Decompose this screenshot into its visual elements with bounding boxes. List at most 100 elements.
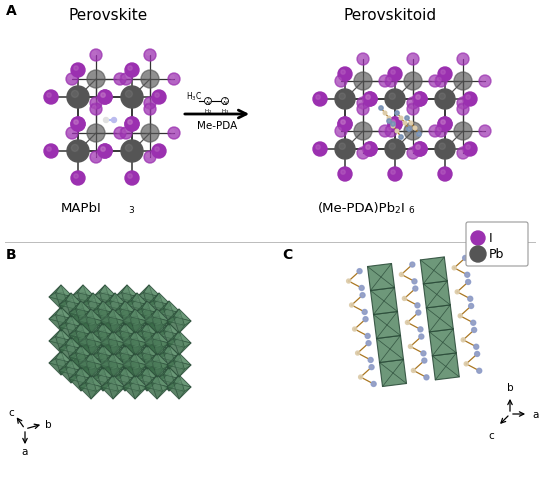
Polygon shape bbox=[107, 331, 125, 343]
Text: b: b bbox=[45, 419, 51, 429]
Polygon shape bbox=[179, 365, 191, 378]
Polygon shape bbox=[135, 309, 147, 326]
Polygon shape bbox=[93, 315, 105, 332]
Polygon shape bbox=[113, 379, 131, 391]
Polygon shape bbox=[153, 315, 171, 327]
Circle shape bbox=[335, 126, 347, 138]
Circle shape bbox=[385, 76, 397, 88]
Circle shape bbox=[363, 318, 368, 321]
Circle shape bbox=[145, 293, 153, 302]
Polygon shape bbox=[93, 297, 111, 309]
Circle shape bbox=[357, 76, 363, 82]
Circle shape bbox=[368, 358, 373, 363]
Circle shape bbox=[120, 74, 132, 86]
Polygon shape bbox=[145, 353, 163, 370]
Polygon shape bbox=[135, 335, 152, 348]
Circle shape bbox=[125, 145, 132, 152]
Circle shape bbox=[410, 262, 415, 268]
Circle shape bbox=[341, 71, 345, 75]
Polygon shape bbox=[137, 285, 154, 302]
Circle shape bbox=[47, 148, 51, 152]
Circle shape bbox=[66, 323, 76, 332]
Circle shape bbox=[144, 98, 156, 110]
Polygon shape bbox=[105, 319, 117, 332]
Polygon shape bbox=[157, 331, 169, 348]
Polygon shape bbox=[85, 339, 103, 355]
Polygon shape bbox=[123, 317, 135, 333]
Circle shape bbox=[400, 273, 403, 277]
Circle shape bbox=[366, 146, 370, 150]
Polygon shape bbox=[157, 301, 169, 313]
Circle shape bbox=[174, 317, 184, 326]
Polygon shape bbox=[113, 357, 131, 369]
Polygon shape bbox=[145, 321, 163, 333]
Text: b: b bbox=[507, 382, 514, 392]
Polygon shape bbox=[49, 329, 66, 346]
Circle shape bbox=[466, 96, 470, 100]
Circle shape bbox=[463, 93, 477, 107]
Circle shape bbox=[111, 301, 119, 310]
Polygon shape bbox=[132, 315, 149, 327]
Polygon shape bbox=[164, 353, 181, 369]
Circle shape bbox=[347, 279, 350, 284]
Circle shape bbox=[100, 315, 110, 324]
Polygon shape bbox=[132, 367, 149, 383]
Polygon shape bbox=[56, 359, 73, 375]
Polygon shape bbox=[105, 307, 117, 324]
Polygon shape bbox=[125, 337, 143, 354]
Circle shape bbox=[457, 126, 463, 132]
Circle shape bbox=[365, 334, 370, 339]
Circle shape bbox=[111, 367, 119, 376]
Polygon shape bbox=[164, 375, 181, 391]
Circle shape bbox=[437, 128, 441, 132]
Circle shape bbox=[165, 331, 173, 340]
Polygon shape bbox=[122, 337, 139, 353]
Circle shape bbox=[78, 293, 87, 302]
Polygon shape bbox=[81, 315, 93, 327]
Polygon shape bbox=[105, 351, 117, 368]
Polygon shape bbox=[103, 323, 115, 339]
Polygon shape bbox=[98, 301, 115, 313]
Polygon shape bbox=[164, 367, 181, 379]
Polygon shape bbox=[137, 329, 154, 346]
Circle shape bbox=[438, 118, 452, 132]
Circle shape bbox=[416, 146, 420, 150]
Polygon shape bbox=[105, 329, 117, 346]
Polygon shape bbox=[125, 335, 137, 348]
Polygon shape bbox=[130, 375, 147, 387]
Polygon shape bbox=[169, 379, 181, 391]
Polygon shape bbox=[370, 288, 397, 315]
Polygon shape bbox=[71, 341, 89, 353]
Polygon shape bbox=[144, 307, 161, 319]
Circle shape bbox=[418, 327, 423, 332]
Polygon shape bbox=[49, 297, 66, 309]
Polygon shape bbox=[71, 359, 83, 376]
Polygon shape bbox=[110, 323, 127, 339]
Circle shape bbox=[57, 293, 65, 302]
Polygon shape bbox=[110, 301, 127, 318]
Polygon shape bbox=[167, 309, 185, 326]
Polygon shape bbox=[167, 339, 179, 355]
Circle shape bbox=[120, 331, 130, 340]
Polygon shape bbox=[167, 321, 185, 333]
Polygon shape bbox=[159, 337, 171, 354]
Circle shape bbox=[407, 104, 419, 116]
Circle shape bbox=[125, 118, 139, 132]
Polygon shape bbox=[71, 315, 83, 332]
Circle shape bbox=[366, 341, 371, 346]
Polygon shape bbox=[122, 315, 139, 332]
Polygon shape bbox=[79, 331, 97, 348]
Polygon shape bbox=[110, 337, 127, 349]
Polygon shape bbox=[99, 293, 117, 309]
Polygon shape bbox=[59, 293, 71, 305]
Polygon shape bbox=[147, 327, 165, 339]
Circle shape bbox=[155, 148, 159, 152]
Polygon shape bbox=[76, 323, 93, 335]
Polygon shape bbox=[159, 359, 171, 376]
Polygon shape bbox=[79, 309, 91, 321]
Polygon shape bbox=[81, 349, 98, 362]
Circle shape bbox=[409, 106, 413, 110]
Circle shape bbox=[424, 375, 429, 380]
Circle shape bbox=[391, 122, 395, 127]
Circle shape bbox=[338, 78, 341, 82]
